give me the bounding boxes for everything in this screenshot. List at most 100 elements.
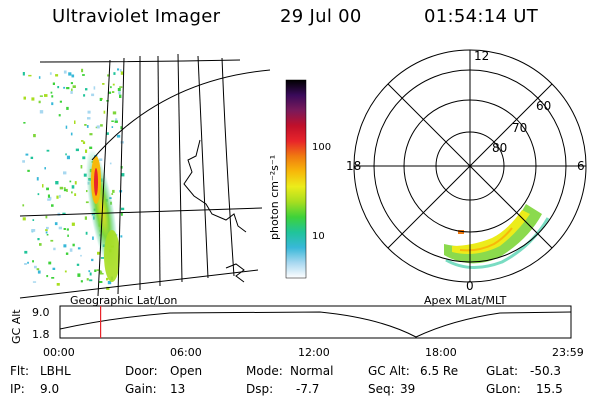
emission-speckle bbox=[74, 181, 77, 185]
emission-speckle bbox=[111, 120, 114, 122]
emission-speckle bbox=[23, 96, 26, 100]
time-tick-0000: 00:00 bbox=[43, 346, 75, 359]
emission-speckle bbox=[112, 111, 117, 115]
emission-speckle bbox=[70, 90, 73, 94]
emission-speckle bbox=[45, 215, 48, 219]
emission-speckle bbox=[62, 212, 66, 215]
emission-speckle bbox=[45, 229, 48, 232]
observation-date: 29 Jul 00 bbox=[280, 6, 362, 27]
emission-speckle bbox=[70, 132, 73, 136]
timeline-ytick-9: 9.0 bbox=[32, 306, 50, 319]
emission-speckle bbox=[27, 261, 29, 264]
mlt-label-12: 12 bbox=[474, 49, 489, 63]
emission-speckle bbox=[24, 250, 28, 254]
emission-speckle bbox=[39, 243, 42, 246]
mode-label: Mode: bbox=[246, 364, 283, 378]
emission-speckle bbox=[58, 226, 62, 230]
emission-speckle bbox=[74, 193, 77, 196]
time-tick-1800: 18:00 bbox=[425, 346, 457, 359]
emission-speckle bbox=[34, 265, 37, 269]
emission-speckle bbox=[39, 110, 44, 114]
glat-value: -50.3 bbox=[530, 364, 562, 378]
emission-speckle bbox=[55, 181, 59, 185]
emission-speckle bbox=[96, 269, 100, 271]
emission-speckle bbox=[107, 74, 110, 77]
emission-speckle bbox=[63, 189, 67, 192]
emission-speckle bbox=[50, 239, 54, 242]
emission-speckle bbox=[72, 85, 76, 88]
dsp-value: -7.7 bbox=[296, 382, 320, 396]
emission-speckle bbox=[120, 71, 124, 75]
emission-speckle bbox=[57, 86, 60, 89]
emission-speckle bbox=[32, 260, 34, 263]
emission-speckle bbox=[46, 226, 49, 230]
colorbar-gradient bbox=[285, 79, 307, 279]
emission-speckle bbox=[37, 238, 40, 241]
emission-speckle bbox=[112, 189, 115, 193]
gain-value: 13 bbox=[170, 382, 186, 396]
emission-speckle bbox=[121, 212, 123, 216]
emission-speckle bbox=[99, 281, 103, 283]
instrument-title: Ultraviolet Imager bbox=[52, 6, 221, 27]
emission-speckle bbox=[55, 74, 59, 77]
emission-speckle bbox=[120, 173, 125, 177]
emission-speckle bbox=[51, 204, 54, 207]
emission-speckle bbox=[66, 87, 70, 90]
emission-speckle bbox=[116, 134, 121, 138]
seq-label: Seq: bbox=[368, 382, 395, 396]
door-value: Open bbox=[170, 364, 203, 378]
emission-speckle bbox=[100, 124, 103, 127]
altitude-curve bbox=[59, 311, 572, 338]
time-tick-1200: 12:00 bbox=[298, 346, 330, 359]
emission-speckle bbox=[71, 74, 75, 78]
emission-speckle bbox=[63, 187, 66, 189]
emission-speckle bbox=[63, 244, 67, 248]
emission-speckle bbox=[94, 269, 97, 272]
emission-speckle bbox=[106, 132, 109, 135]
emission-speckle bbox=[89, 272, 92, 276]
emission-speckle bbox=[53, 247, 56, 251]
emission-speckle bbox=[59, 100, 62, 103]
emission-speckle bbox=[115, 118, 118, 121]
emission-speckle bbox=[36, 268, 40, 271]
timeline-ylabel: GC Alt bbox=[10, 309, 23, 344]
emission-speckle bbox=[111, 193, 114, 195]
emission-speckle bbox=[119, 94, 122, 98]
emission-speckle bbox=[84, 124, 87, 126]
dsp-label: Dsp: bbox=[246, 382, 274, 396]
mode-value: Normal bbox=[290, 364, 334, 378]
emission-speckle bbox=[22, 204, 25, 207]
emission-speckle bbox=[82, 74, 85, 76]
emission-speckle bbox=[42, 184, 44, 188]
emission-speckle bbox=[45, 231, 48, 234]
colorbar-unit-label: photon cm⁻²s⁻¹ bbox=[268, 155, 281, 240]
emission-speckle bbox=[38, 100, 41, 104]
emission-speckle bbox=[31, 97, 35, 101]
emission-speckle bbox=[63, 171, 67, 175]
emission-speckle bbox=[25, 153, 29, 156]
emission-speckle bbox=[56, 195, 59, 199]
emission-speckle bbox=[91, 93, 95, 97]
emission-speckle bbox=[72, 243, 75, 247]
emission-speckle bbox=[33, 134, 36, 138]
emission-speckle bbox=[54, 222, 58, 226]
emission-speckle bbox=[74, 120, 76, 124]
emission-speckle bbox=[37, 270, 41, 274]
gain-label: Gain: bbox=[125, 382, 157, 396]
emission-speckle bbox=[119, 86, 123, 88]
emission-speckle bbox=[87, 117, 91, 120]
polar-grid bbox=[353, 49, 587, 283]
emission-speckle bbox=[71, 222, 75, 226]
emission-speckle bbox=[68, 72, 72, 76]
lat-label-70: 70 bbox=[512, 121, 527, 135]
emission-speckle bbox=[28, 74, 32, 77]
emission-speckle bbox=[51, 102, 54, 106]
emission-speckle bbox=[66, 228, 69, 231]
emission-speckle bbox=[80, 280, 83, 283]
emission-speckle bbox=[117, 88, 121, 91]
emission-speckle bbox=[71, 88, 73, 91]
emission-speckle bbox=[22, 217, 26, 221]
emission-speckle bbox=[80, 165, 83, 169]
